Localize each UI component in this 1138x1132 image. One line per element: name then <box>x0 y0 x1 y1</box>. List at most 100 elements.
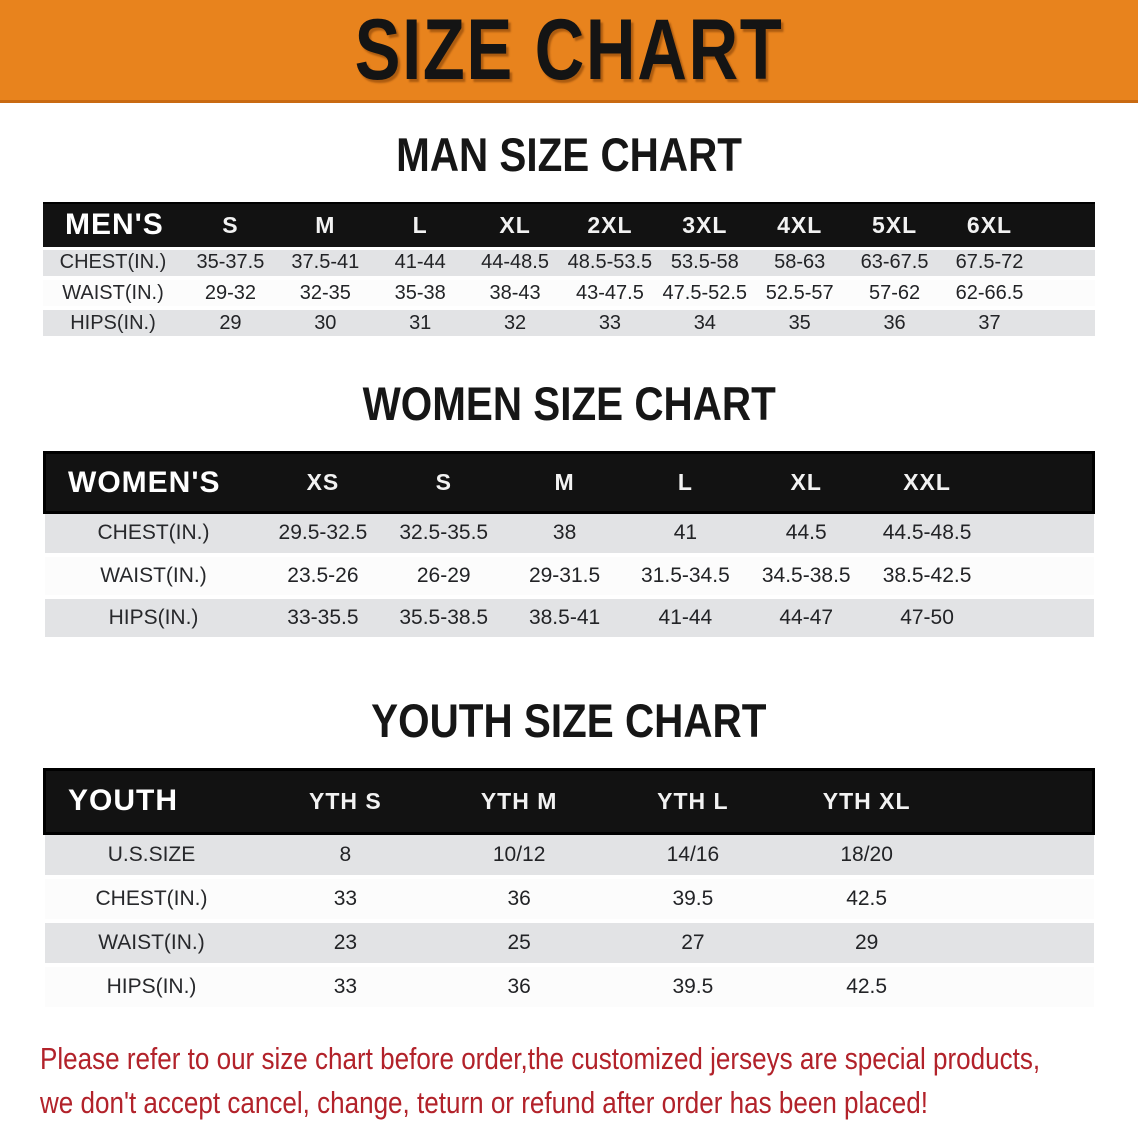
table-row: HIPS(IN.) 33-35.5 35.5-38.5 38.5-41 41-44 44-… <box>44 596 1094 641</box>
column-header-xs: XS <box>262 451 384 514</box>
size-value: 32.5-35.5 <box>383 511 505 557</box>
row-label: WAIST(IN.) <box>44 921 259 967</box>
size-value: 23 <box>258 921 433 967</box>
table-row: WAIST(IN.) 23 25 27 29 <box>44 921 1094 967</box>
men-size-table: MEN'S S M L XL 2XL 3XL 4XL 5XL 6XL CHEST(IN.) 35-37… <box>43 202 1095 340</box>
size-value: 44-47 <box>745 596 867 641</box>
column-header-m: M <box>277 202 373 248</box>
column-header-2xl: 2XL <box>562 202 658 248</box>
size-value: 42.5 <box>779 965 954 1011</box>
spacer-cell <box>1037 308 1095 340</box>
row-label: WAIST(IN.) <box>44 554 263 599</box>
youth-size-table: YOUTH YTH S YTH M YTH L YTH XL U.S.SIZE 8 10/12… <box>43 767 1095 1011</box>
size-value: 44.5-48.5 <box>866 511 988 557</box>
row-label: U.S.SIZE <box>44 831 259 879</box>
size-value: 36 <box>432 877 606 923</box>
footer-line1: Please refer to our size chart before or… <box>40 1041 1041 1076</box>
column-header-yth-l: YTH L <box>606 767 780 835</box>
women-section-title-text: WOMEN SIZE CHART <box>362 377 776 430</box>
column-header-m: M <box>504 451 625 514</box>
size-value: 41-44 <box>372 246 468 280</box>
women-header-label: WOMEN'S <box>43 451 263 514</box>
row-label: WAIST(IN.) <box>43 278 183 310</box>
men-header-label: MEN'S <box>43 202 183 248</box>
size-value: 42.5 <box>779 877 954 923</box>
column-header-5xl: 5XL <box>847 202 942 248</box>
spacer-cell <box>953 831 1094 879</box>
size-value: 25 <box>432 921 606 967</box>
spacer-cell <box>987 451 1095 514</box>
size-value: 41 <box>624 511 746 557</box>
table-row: HIPS(IN.) 33 36 39.5 42.5 <box>44 965 1094 1011</box>
table-row: WAIST(IN.) 29-32 32-35 35-38 38-43 43-47.5 47.… <box>43 278 1095 310</box>
youth-section-title: YOUTH SIZE CHART <box>0 693 1138 748</box>
column-header-xl: XL <box>467 202 563 248</box>
size-value: 35-38 <box>372 278 468 310</box>
column-header-xxl: XXL <box>866 451 988 514</box>
size-value: 38-43 <box>467 278 563 310</box>
size-value: 33-35.5 <box>262 596 384 641</box>
size-value: 35 <box>752 308 848 340</box>
youth-header-label: YOUTH <box>43 767 259 835</box>
size-value: 30 <box>277 308 373 340</box>
column-header-yth-xl: YTH XL <box>779 767 954 835</box>
size-value: 37.5-41 <box>277 246 373 280</box>
size-value: 29-31.5 <box>504 554 625 599</box>
column-header-yth-m: YTH M <box>432 767 606 835</box>
size-value: 35.5-38.5 <box>383 596 505 641</box>
order-policy-note: Please refer to our size chart before or… <box>40 1037 1138 1125</box>
table-header-row: YOUTH YTH S YTH M YTH L YTH XL <box>43 767 1095 835</box>
column-header-l: L <box>372 202 468 248</box>
table-row: HIPS(IN.) 29 30 31 32 33 34 35 36 37 <box>43 308 1095 340</box>
youth-section-title-text: YOUTH SIZE CHART <box>371 693 767 747</box>
spacer-cell <box>953 877 1094 923</box>
spacer-cell <box>987 554 1094 599</box>
table-row: U.S.SIZE 8 10/12 14/16 18/20 <box>44 831 1094 879</box>
row-label: CHEST(IN.) <box>44 511 263 557</box>
table-row: WAIST(IN.) 23.5-26 26-29 29-31.5 31.5-34.5 34… <box>44 554 1094 599</box>
banner-title: SIZE CHART <box>354 1 784 98</box>
size-value: 67.5-72 <box>942 246 1037 280</box>
size-value: 38.5-41 <box>504 596 625 641</box>
size-value: 14/16 <box>606 831 780 879</box>
size-value: 32-35 <box>277 278 373 310</box>
size-value: 32 <box>467 308 563 340</box>
row-label: HIPS(IN.) <box>43 308 183 340</box>
size-value: 44-48.5 <box>467 246 563 280</box>
size-value: 39.5 <box>606 965 780 1011</box>
column-header-3xl: 3XL <box>657 202 753 248</box>
men-section-title-text: MAN SIZE CHART <box>396 128 742 181</box>
row-label: HIPS(IN.) <box>44 965 259 1011</box>
size-value: 31 <box>372 308 468 340</box>
spacer-cell <box>953 767 1095 835</box>
size-value: 47-50 <box>866 596 988 641</box>
size-value: 38.5-42.5 <box>866 554 988 599</box>
size-value: 57-62 <box>847 278 942 310</box>
size-value: 29-32 <box>183 278 278 310</box>
spacer-cell <box>953 921 1094 967</box>
column-header-l: L <box>624 451 746 514</box>
row-label: CHEST(IN.) <box>43 246 183 280</box>
spacer-cell <box>953 965 1094 1011</box>
column-header-xl: XL <box>745 451 867 514</box>
size-value: 26-29 <box>383 554 505 599</box>
women-size-table: WOMEN'S XS S M L XL XXL CHEST(IN.) 29.5-32.5 32.5… <box>43 451 1095 641</box>
size-value: 38 <box>504 511 625 557</box>
spacer-cell <box>987 511 1094 557</box>
size-value: 37 <box>942 308 1037 340</box>
size-value: 48.5-53.5 <box>562 246 658 280</box>
row-label: CHEST(IN.) <box>44 877 259 923</box>
spacer-cell <box>1037 202 1095 248</box>
table-row: CHEST(IN.) 33 36 39.5 42.5 <box>44 877 1094 923</box>
size-value: 18/20 <box>779 831 954 879</box>
size-value: 10/12 <box>432 831 606 879</box>
size-value: 39.5 <box>606 877 780 923</box>
size-value: 8 <box>258 831 433 879</box>
size-value: 43-47.5 <box>562 278 658 310</box>
size-value: 33 <box>258 877 433 923</box>
size-value: 58-63 <box>752 246 848 280</box>
size-value: 53.5-58 <box>657 246 753 280</box>
table-row: CHEST(IN.) 35-37.5 37.5-41 41-44 44-48.5 48.5… <box>43 246 1095 280</box>
size-value: 41-44 <box>624 596 746 641</box>
size-chart-banner: SIZE CHART <box>0 0 1138 103</box>
